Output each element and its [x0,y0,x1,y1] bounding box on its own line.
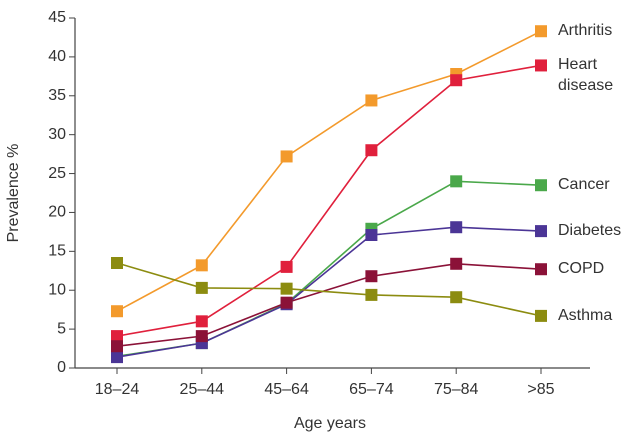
series-label: Diabetes [558,222,622,240]
marker [535,179,547,192]
marker [111,257,123,269]
marker [535,263,547,276]
y-tick-label: 20 [48,204,66,221]
marker [535,59,547,72]
marker [111,351,123,364]
series-label: Cancer [558,176,610,194]
y-tick-label: 35 [48,87,66,104]
series-label: Arthritis [558,22,613,40]
y-tick-label: 10 [48,281,66,298]
marker [365,144,378,157]
marker [280,296,293,309]
marker [450,257,463,270]
marker [450,291,463,304]
marker [535,25,547,38]
marker [195,259,208,272]
y-tick-label: 5 [57,320,66,337]
y-tick-label: 45 [48,9,66,26]
series-label: Asthma [558,306,613,324]
marker [535,309,547,322]
marker [111,330,123,343]
series-label: Heart disease [558,56,614,95]
series-line [116,262,542,317]
y-tick-label: 30 [48,126,66,143]
series-line [116,262,542,348]
marker [365,229,378,241]
marker [195,281,208,294]
series-line [116,30,542,312]
x-tick-label: 18–24 [95,381,140,398]
marker [365,288,378,301]
x-tick-label: 75–84 [434,381,479,398]
series-line [116,226,542,358]
marker [111,305,123,318]
marker [535,225,547,238]
marker [280,260,293,273]
x-tick-label: 65–74 [349,381,394,398]
marker [365,270,378,283]
y-tick-label: 40 [48,48,66,65]
marker [450,74,463,87]
marker [365,94,378,107]
y-tick-label: 15 [48,243,66,260]
marker [280,282,293,295]
marker [280,150,293,163]
x-tick-label: 45–64 [264,381,309,398]
y-tick-label: 25 [48,165,66,182]
x-tick-label: >85 [527,381,554,398]
series-line [116,64,542,337]
y-tick-label: 0 [57,359,66,376]
marker [195,330,208,343]
y-axis-title: Prevalence % [5,144,22,243]
series-label: COPD [558,260,605,278]
marker [450,221,463,234]
marker [111,340,123,353]
marker [450,175,463,188]
x-axis-title: Age years [294,415,366,432]
marker [195,315,208,328]
x-tick-label: 25–44 [180,381,225,398]
